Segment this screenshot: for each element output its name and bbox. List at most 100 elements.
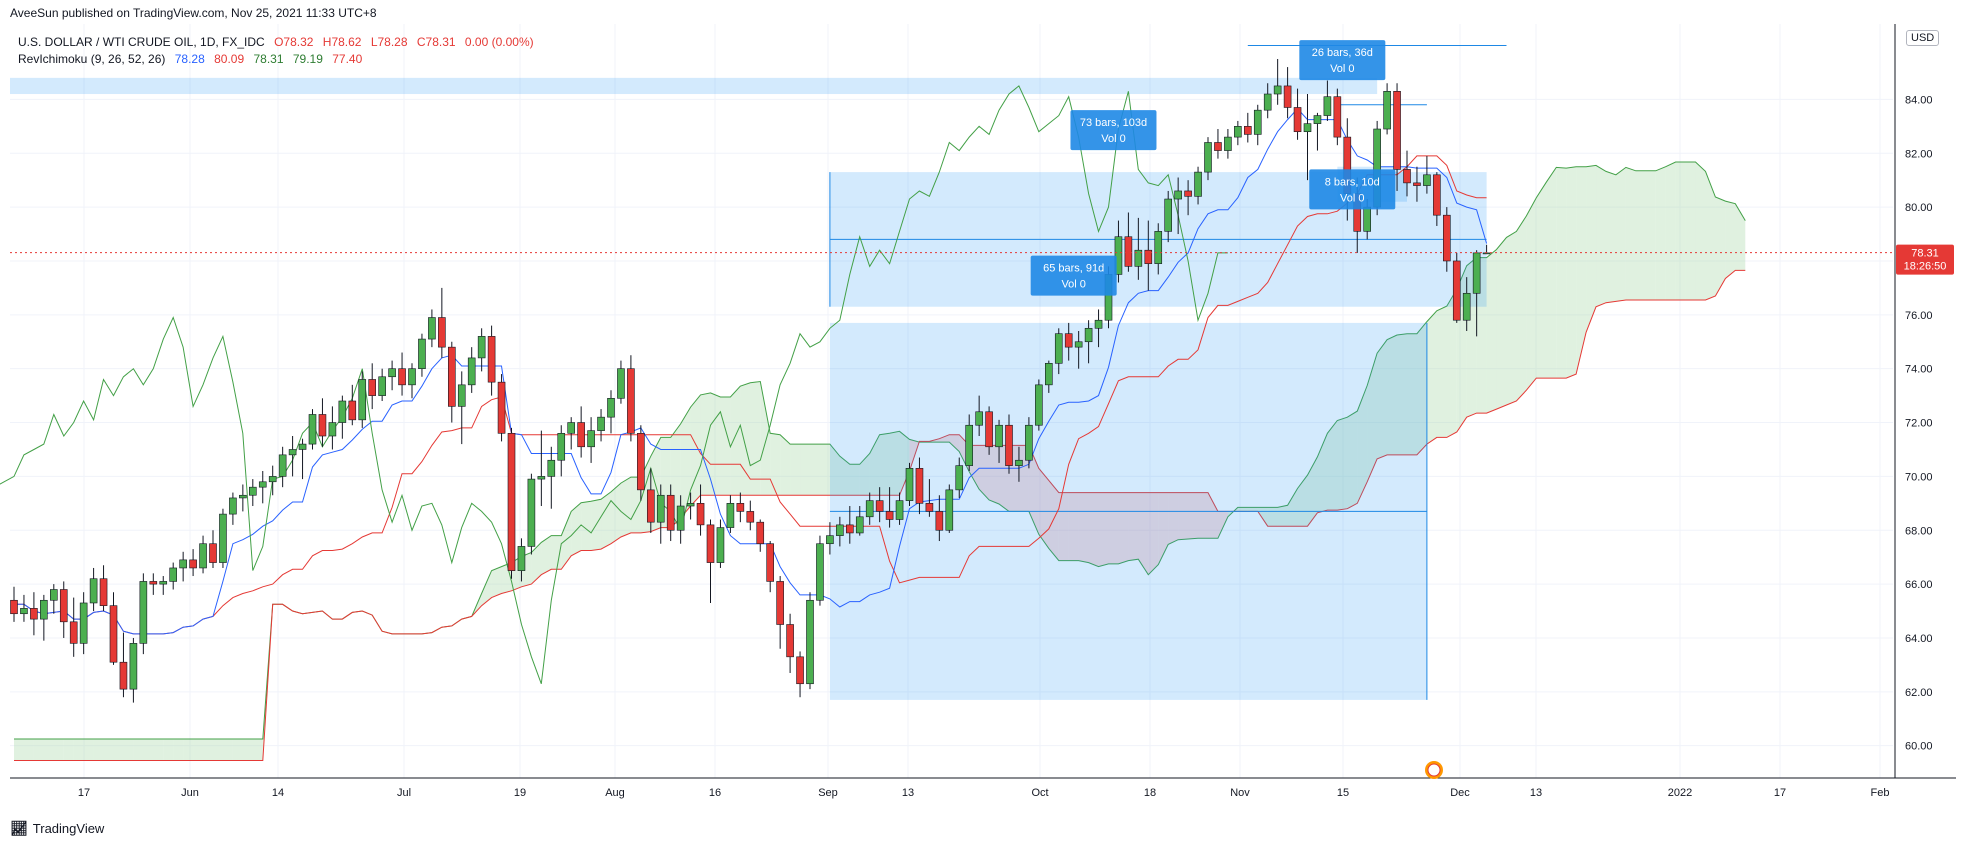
cloud-bull-segment [1367,353,1378,482]
cloud-bull-segment [1526,197,1537,391]
candle-body [139,581,148,644]
cloud-bull-segment [571,502,582,556]
candle-body [617,368,625,399]
price-tick-label: 62.00 [1905,687,1933,699]
candle-up [527,473,536,555]
ichimoku-cloud [14,162,1746,761]
open-value: O78.32 [274,35,314,49]
candle-down [756,519,765,552]
candle-up [1224,129,1232,159]
cloud-bear-segment [1038,468,1049,549]
cloud-bull-segment [1536,182,1547,379]
candle-up [378,368,386,401]
candle-up [587,417,595,463]
cloud-bear-segment [1028,445,1039,535]
candle-body [149,581,158,585]
indicator-name[interactable]: RevIchimoku (9, 26, 52, 26) [18,52,166,66]
cloud-bull-segment [561,511,572,570]
cloud-bull-segment [103,738,114,761]
cloud-bull-segment [581,501,592,551]
cloud-bull-segment [1257,507,1268,527]
indicator-value-3: 78.31 [253,52,284,66]
measure-label-volume: Vol 0 [1061,279,1085,291]
candle-up [855,506,864,536]
cloud-bull-segment [780,434,791,496]
candle-body [1184,190,1192,197]
candle-body [756,521,765,545]
candle-body [776,581,784,625]
candle-up [656,484,665,544]
indicator-value-2: 80.09 [214,52,245,66]
tradingview-logo-icon: 📈︎ [10,820,28,836]
cloud-bull-segment [123,738,134,761]
symbol-name[interactable]: U.S. DOLLAR / WTI CRUDE OIL, 1D, FX_IDC [18,35,265,49]
candle-body [1244,126,1252,135]
candle-up [1462,277,1471,331]
price-tick-label: 64.00 [1905,633,1933,645]
candle-up [388,360,396,391]
cloud-bull-segment [1287,488,1298,527]
candle-body [676,505,685,531]
cloud-bull-segment [879,433,890,496]
candle-body [895,500,904,520]
cloud-bear-segment [1118,492,1129,564]
footer-brand[interactable]: 📈︎ TradingView [10,820,104,837]
cloud-bull-segment [889,431,900,496]
currency-button[interactable]: USD [1906,30,1940,46]
cloud-bull-segment [63,738,74,761]
candle-body [845,524,854,534]
footer-brand-label: TradingView [32,821,105,836]
candle-up [965,414,974,472]
candle-body [1423,174,1431,186]
candle-body [1144,249,1153,264]
candles [10,59,1491,703]
candle-down [766,541,775,593]
tenkan-line [14,108,1488,635]
cloud-bull-segment [531,542,542,585]
price-tick-label: 80.00 [1905,202,1933,214]
high-value: H78.62 [322,35,362,49]
candle-up [477,328,486,372]
candle-body [328,422,337,437]
candle-up [1204,137,1212,181]
candle-up [895,492,904,525]
price-tick-label: 76.00 [1905,310,1933,322]
candle-down [109,592,118,665]
candle-up [547,446,556,509]
candle-body [388,368,396,378]
candle-up [288,436,297,477]
candle-down [796,651,804,698]
candle-body [1452,260,1461,321]
candle-down [885,487,894,528]
candle-body [1214,142,1222,151]
candle-up [1423,155,1431,194]
candle-up [676,495,685,544]
candle-body [766,543,775,582]
cloud-bull-segment [1436,306,1447,438]
candle-body [806,599,814,685]
cloud-bull-segment [819,444,830,496]
candle-body [786,624,794,658]
candle-body [79,602,88,644]
cloud-bull-segment [1665,162,1676,301]
candle-body [527,478,536,547]
cloud-bull-segment [1387,335,1398,455]
time-tick-label: 13 [902,787,914,799]
candle-body [965,424,974,466]
candle-up [308,409,317,450]
time-tick-label: 17 [1774,787,1786,799]
cloud-bull-segment [1645,170,1656,301]
cloud-bear-segment [1208,492,1218,539]
candle-body [179,559,187,569]
measure-label-26-bars: 26 bars, 36d Vol 0 [1299,40,1386,81]
candle-down [487,325,496,396]
cloud-bull-segment [1516,215,1527,401]
cloud-bull-segment [680,407,691,519]
candle-body [885,511,894,520]
candle-body [1234,126,1242,138]
measure-label-65-bars: 65 bars, 91d Vol 0 [1030,255,1117,296]
cloud-bear-segment [1128,492,1139,561]
measure-label-8-bars: 8 bars, 10d Vol 0 [1309,169,1396,210]
candle-body [1005,424,1013,466]
